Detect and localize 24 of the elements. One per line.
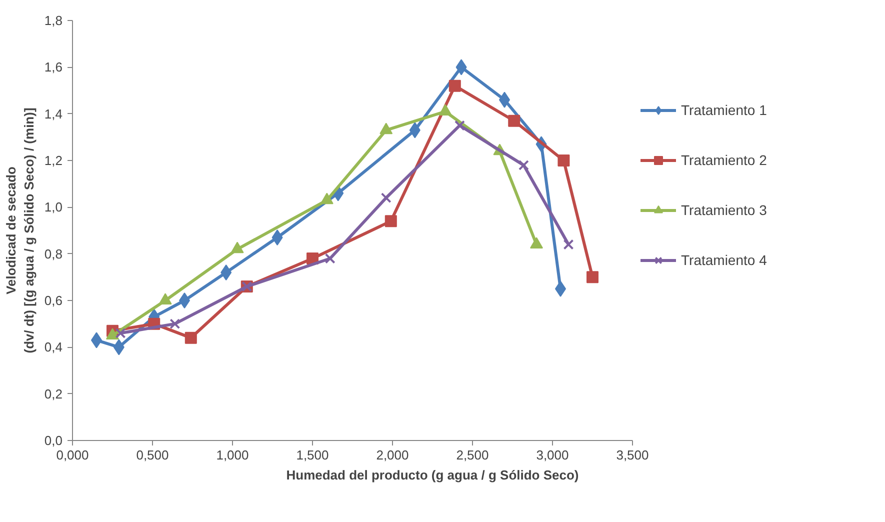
y-tick-label: 1,2 (44, 153, 63, 168)
x-axis-title: Humedad del producto (g agua / g Sólido Seco) (286, 468, 579, 482)
x-tick-label: 0,000 (56, 448, 89, 462)
legend-label: Tratamiento 2 (681, 152, 767, 168)
x-tick-label: 3,000 (536, 448, 569, 462)
y-tick-label: 1,0 (44, 200, 63, 215)
legend-label: Tratamiento 3 (681, 202, 767, 218)
x-tick-label: 2,500 (456, 448, 489, 462)
y-tick-label: 1,8 (44, 13, 63, 28)
y-tick-label: 1,6 (44, 60, 63, 75)
y-tick-label: 0,0 (44, 433, 63, 448)
legend-label: Tratamiento 4 (681, 252, 767, 268)
x-tick-label: 2,000 (376, 448, 409, 462)
y-axis-title: Velodicad de secado (dv/ dt) [(g agua / g Sólido Seco) / (min)] (3, 108, 36, 354)
y-tick-label: 0,6 (44, 293, 63, 308)
y-tick-label: 0,4 (44, 340, 63, 355)
legend-label: Tratamiento 1 (681, 102, 767, 118)
y-tick-label: 0,2 (44, 386, 63, 402)
x-tick-label: 3,500 (616, 448, 649, 462)
y-tick-label: 0,8 (44, 246, 63, 262)
x-tick-label: 1,000 (216, 448, 249, 462)
x-tick-label: 1,500 (296, 448, 329, 462)
x-tick-label: 0,500 (136, 448, 169, 462)
y-tick-label: 1,4 (44, 106, 63, 122)
